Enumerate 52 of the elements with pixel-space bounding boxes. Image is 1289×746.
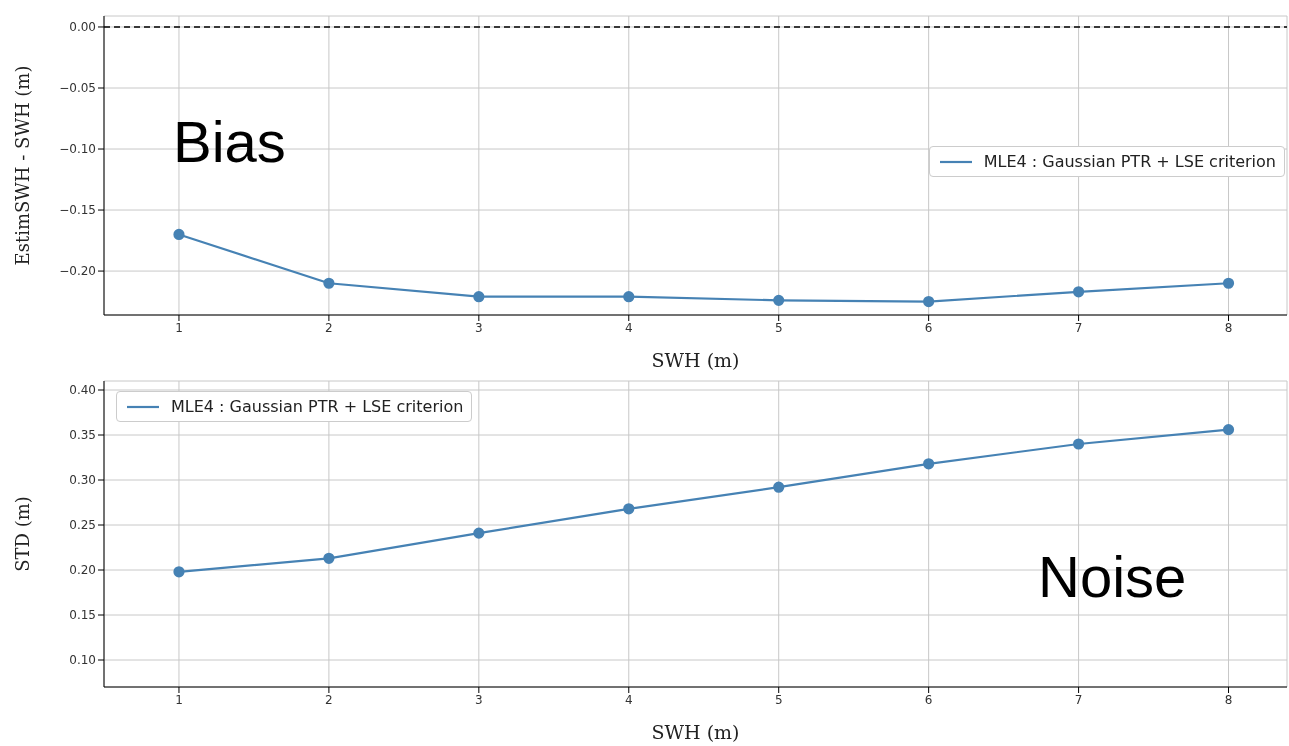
y-tick-label: 0.00	[69, 20, 96, 35]
point	[1222, 424, 1235, 436]
x-tick-label: 3	[475, 320, 483, 335]
y-tick-label: −0.10	[59, 142, 96, 157]
y-tick-label: 0.40	[69, 383, 96, 398]
x-tick-label: 5	[774, 692, 783, 707]
x-tick-label: 6	[924, 692, 933, 707]
y-tick-label: 0.20	[69, 563, 96, 578]
point	[773, 481, 785, 493]
x-tick-label: 7	[1074, 320, 1083, 335]
point	[1072, 286, 1085, 298]
point	[473, 291, 485, 303]
point	[1222, 277, 1235, 289]
x-axis-title: SWH (m)	[651, 721, 740, 743]
y-axis-title: STD (m)	[12, 496, 34, 572]
point	[323, 277, 335, 289]
x-tick-label: 2	[325, 320, 333, 335]
y-tick-label: −0.05	[59, 81, 96, 96]
x-tick-label: 1	[175, 320, 183, 335]
point	[1072, 438, 1085, 450]
y-tick-label: 0.15	[69, 608, 96, 623]
x-tick-label: 4	[624, 320, 633, 335]
x-tick-label: 6	[924, 320, 933, 335]
y-axis-title: EstimSWH - SWH (m)	[12, 65, 34, 266]
point	[923, 458, 935, 470]
annotation: Noise	[1038, 543, 1187, 610]
x-tick-label: 8	[1224, 320, 1233, 335]
legend-label: MLE4 : Gaussian PTR + LSE criterion	[983, 152, 1276, 171]
y-tick-label: 0.35	[69, 428, 96, 443]
x-tick-label: 2	[325, 692, 333, 707]
point	[773, 294, 785, 306]
x-axis-title: SWH (m)	[651, 349, 740, 371]
x-tick-label: 5	[774, 320, 783, 335]
point	[623, 291, 635, 303]
point	[173, 566, 185, 578]
point	[923, 295, 935, 308]
y-tick-label: 0.10	[69, 653, 96, 668]
x-tick-label: 1	[175, 692, 183, 707]
y-tick-label: 0.25	[69, 518, 96, 533]
x-tick-label: 3	[475, 692, 483, 707]
annotation: Bias	[173, 108, 286, 175]
point	[623, 503, 635, 515]
point	[473, 527, 485, 539]
y-tick-label: −0.15	[59, 203, 96, 218]
point	[173, 228, 185, 241]
legend-label: MLE4 : Gaussian PTR + LSE criterion	[171, 397, 464, 416]
point	[323, 552, 335, 564]
x-tick-label: 7	[1074, 692, 1083, 707]
y-tick-label: −0.20	[59, 264, 96, 279]
x-tick-label: 4	[624, 692, 633, 707]
x-tick-label: 8	[1224, 692, 1233, 707]
y-tick-label: 0.30	[69, 473, 96, 488]
